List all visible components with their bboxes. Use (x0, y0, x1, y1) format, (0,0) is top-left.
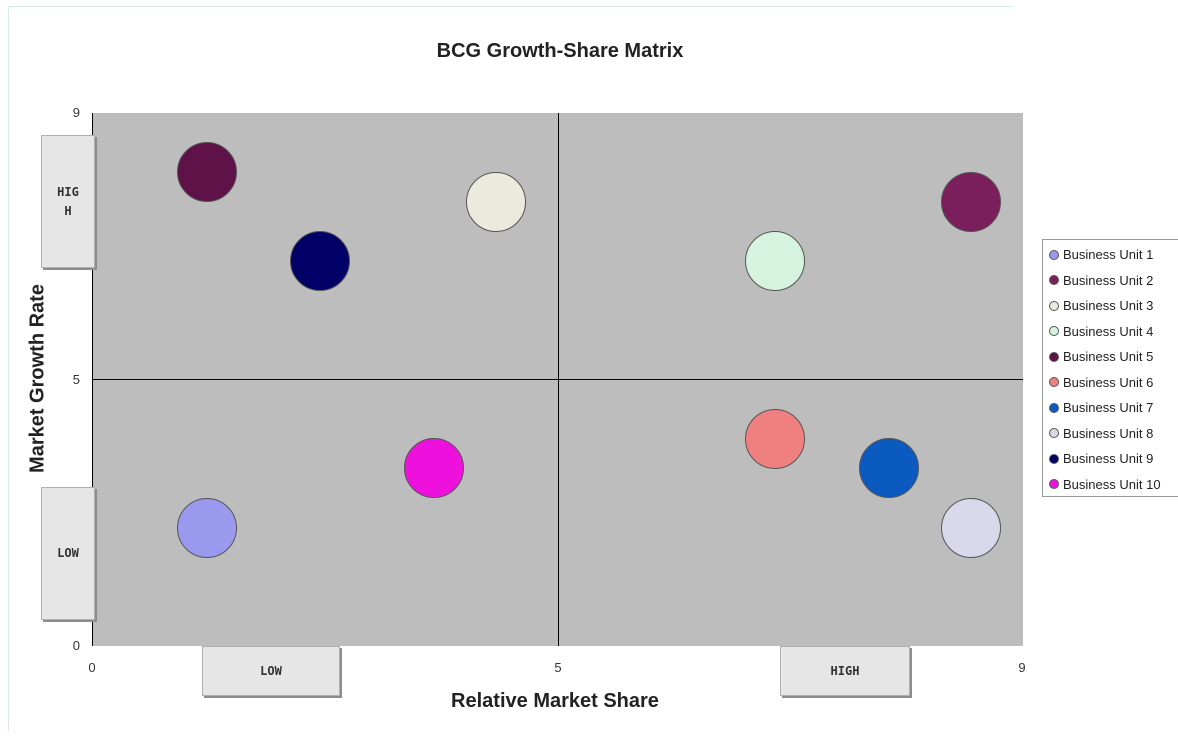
legend-item: Business Unit 2 (1043, 268, 1178, 294)
legend-marker (1049, 402, 1059, 413)
legend-label: Business Unit 7 (1063, 400, 1154, 416)
x-axis-title: Relative Market Share (451, 690, 659, 712)
horizontal-divider (93, 379, 1023, 380)
legend-marker (1049, 300, 1059, 311)
legend-label: Business Unit 5 (1063, 349, 1154, 365)
chart-title: BCG Growth-Share Matrix (436, 40, 684, 62)
x-low-label: LOW (202, 646, 340, 696)
bubble-business-unit-2 (941, 171, 1002, 232)
legend-item: Business Unit 10 (1043, 472, 1178, 498)
y-axis-title: Market Growth Rate (26, 284, 49, 473)
legend-label: Business Unit 8 (1063, 425, 1154, 441)
legend-marker (1049, 377, 1059, 388)
y-tick-label-mid: 5 (72, 372, 80, 387)
bubble-business-unit-1 (176, 497, 237, 558)
bubble-business-unit-5 (176, 142, 237, 203)
bubble-business-unit-4 (745, 231, 805, 292)
x-tick-label-max: 9 (1018, 660, 1026, 675)
legend-item: Business Unit 5 (1043, 344, 1178, 370)
legend-item: Business Unit 9 (1043, 446, 1178, 472)
bubble-business-unit-8 (941, 497, 1002, 558)
plot-area (92, 113, 1023, 646)
y-axis-line (92, 113, 93, 646)
y-tick-label-min: 0 (72, 638, 80, 653)
bubble-business-unit-9 (290, 231, 351, 292)
y-tick-label-max: 9 (72, 105, 80, 120)
legend-marker (1049, 326, 1059, 337)
legend-item: Business Unit 8 (1043, 421, 1178, 447)
legend: Business Unit 1 Business Unit 2 Business U… (1042, 239, 1178, 497)
legend-label: Business Unit 6 (1063, 374, 1154, 390)
y-low-label: LOW (41, 487, 95, 620)
legend-item: Business Unit 4 (1043, 319, 1178, 345)
y-high-label: HIGH (41, 135, 95, 268)
legend-label: Business Unit 3 (1063, 298, 1154, 314)
legend-marker (1049, 428, 1059, 439)
bubble-business-unit-10 (404, 438, 464, 499)
legend-marker (1049, 453, 1059, 464)
x-tick-label-min: 0 (88, 660, 96, 675)
legend-item: Business Unit 6 (1043, 370, 1178, 396)
legend-label: Business Unit 1 (1063, 247, 1154, 263)
legend-item: Business Unit 7 (1043, 395, 1178, 421)
legend-item: Business Unit 3 (1043, 293, 1178, 319)
bubble-business-unit-6 (745, 408, 805, 469)
legend-label: Business Unit 9 (1063, 451, 1154, 467)
x-tick-label-mid: 5 (554, 660, 562, 675)
legend-label: Business Unit 4 (1063, 323, 1154, 339)
legend-label: Business Unit 10 (1063, 476, 1161, 492)
bubble-business-unit-7 (858, 438, 919, 499)
chart-frame (8, 6, 1013, 731)
legend-item: Business Unit 1 (1043, 242, 1178, 268)
legend-marker (1049, 479, 1059, 490)
x-high-label: HIGH (780, 646, 910, 696)
legend-marker (1049, 249, 1059, 260)
legend-marker (1049, 351, 1059, 362)
legend-marker (1049, 275, 1059, 286)
bubble-business-unit-3 (466, 171, 526, 232)
legend-label: Business Unit 2 (1063, 272, 1154, 288)
